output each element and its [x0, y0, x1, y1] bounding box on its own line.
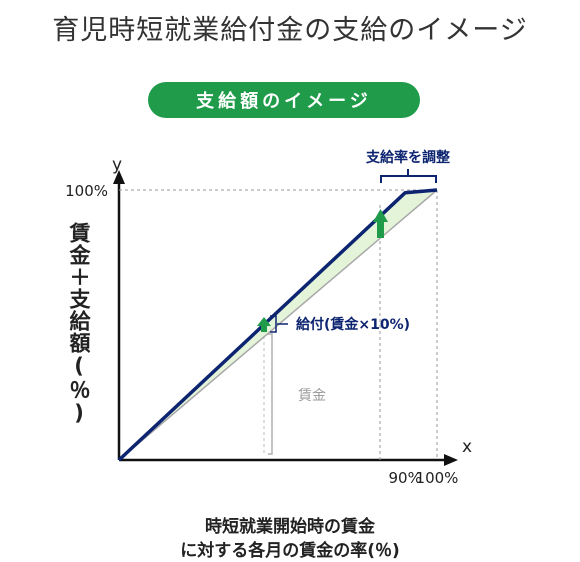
benefit-label: 給付(賃金×10%) [296, 316, 410, 333]
small-arrow-up-icon [257, 317, 271, 332]
series-total-line [117, 188, 438, 462]
adjust-rate-label: 支給率を調整 [365, 149, 451, 166]
wage-label: 賃金 [298, 388, 326, 404]
y-tick-label: 100% [65, 182, 108, 200]
axis-ticks: 90%100%100% [65, 182, 458, 487]
page-title: 育児時短就業給付金の支給のイメージ [52, 15, 528, 46]
y-axis-arrow-icon [113, 170, 125, 184]
arrow-up-icon [373, 209, 388, 238]
wage-bracket [268, 333, 273, 455]
x-axis-caption-line1: 時短就業開始時の賃金 [205, 517, 375, 537]
x-axis-letter: x [462, 437, 472, 457]
x-tick-label: 90% [389, 469, 422, 487]
x-axis-caption-line2: に対する各月の賃金の率(％) [180, 541, 400, 561]
image-badge: 支給額のイメージ [148, 82, 420, 118]
y-axis-title: 賃金＋支給額(％) [67, 222, 91, 426]
adjust-rate-bracket [380, 175, 437, 183]
y-axis-letter: y [112, 155, 122, 175]
x-axis-arrow-icon [444, 454, 458, 466]
benefit-bracket [270, 315, 277, 333]
x-tick-label: 100% [416, 469, 459, 487]
